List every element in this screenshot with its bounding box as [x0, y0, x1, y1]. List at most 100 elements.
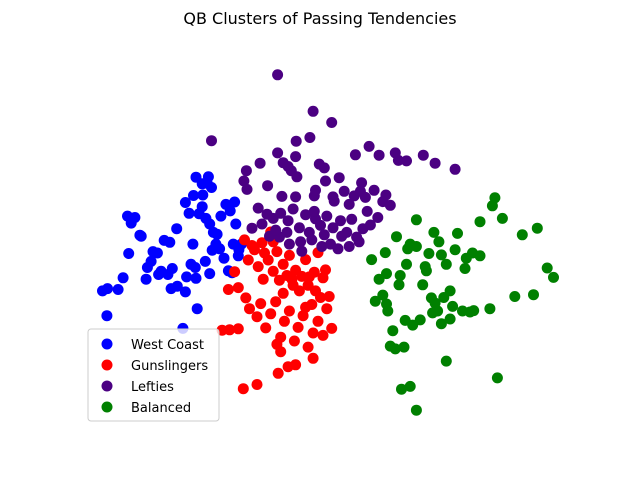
data-point [204, 218, 216, 230]
data-point [246, 222, 258, 234]
data-point [265, 308, 277, 320]
data-point [282, 161, 294, 172]
data-point [363, 140, 375, 152]
data-point [190, 272, 202, 284]
data-point [440, 355, 452, 367]
data-point [272, 69, 284, 81]
data-point [440, 258, 452, 270]
data-point [257, 273, 269, 285]
data-point [321, 303, 333, 315]
legend-frame [87, 328, 220, 422]
data-point [206, 182, 217, 193]
data-point [204, 268, 216, 280]
data-point [222, 284, 234, 295]
data-point [153, 269, 165, 280]
data-point [190, 171, 202, 183]
data-point [460, 252, 472, 264]
data-point [349, 149, 361, 161]
data-point [361, 205, 373, 217]
data-point [307, 327, 319, 339]
data-point [256, 218, 268, 230]
data-point [187, 238, 199, 250]
data-point [101, 310, 113, 322]
data-point [291, 171, 303, 183]
data-point [191, 303, 203, 315]
data-point [496, 212, 508, 224]
data-point [377, 289, 389, 301]
data-point [381, 298, 392, 310]
data-point [343, 241, 355, 252]
data-point [171, 223, 183, 235]
series-3 [366, 192, 559, 416]
data-point [240, 292, 252, 304]
data-point [123, 248, 135, 259]
data-point [323, 291, 335, 302]
data-point [417, 279, 429, 291]
data-point [199, 255, 211, 267]
data-point [255, 298, 267, 310]
legend-marker [101, 401, 113, 413]
data-point [327, 222, 339, 234]
data-point [509, 291, 521, 302]
data-point [316, 241, 328, 252]
data-point [474, 216, 486, 228]
data-point [251, 311, 263, 323]
data-point [290, 151, 302, 163]
data-point [516, 229, 528, 241]
legend: West Coast Gunslingers Lefties Balanced [87, 328, 220, 422]
data-point [260, 322, 272, 334]
data-point [449, 244, 461, 256]
data-point [256, 237, 268, 249]
data-point [373, 149, 385, 161]
data-point [398, 341, 410, 353]
data-point [387, 325, 399, 337]
data-point [318, 162, 330, 174]
data-point [277, 258, 289, 270]
data-point [300, 254, 312, 266]
data-point [165, 283, 177, 295]
data-point [384, 199, 396, 211]
data-point [531, 222, 543, 234]
data-point [425, 292, 437, 304]
chart-title: QB Clusters of Passing Tendencies [183, 9, 456, 28]
data-point [227, 238, 239, 250]
data-point [402, 243, 414, 255]
data-point [232, 323, 244, 335]
data-point [419, 261, 431, 273]
data-point [151, 247, 163, 259]
data-point [141, 262, 153, 273]
data-point [312, 315, 324, 327]
data-point [318, 229, 330, 241]
legend-marker [101, 359, 113, 371]
data-point [188, 190, 199, 201]
data-point [359, 191, 371, 203]
data-point [282, 215, 294, 227]
data-point [295, 236, 307, 248]
data-point [449, 163, 461, 175]
data-point [303, 271, 315, 283]
data-point [241, 183, 253, 195]
data-point [335, 215, 346, 227]
data-point [224, 205, 236, 217]
data-point [328, 195, 340, 207]
data-point [275, 207, 287, 219]
data-point [432, 305, 444, 317]
data-point [229, 266, 241, 278]
data-point [183, 207, 195, 219]
data-point [321, 210, 333, 222]
data-point [410, 404, 422, 416]
data-point [433, 236, 445, 248]
data-point [429, 157, 441, 169]
data-point [307, 105, 319, 117]
data-point [368, 184, 380, 196]
data-point [336, 230, 348, 242]
data-point [310, 184, 321, 196]
data-point [237, 383, 249, 395]
points-layer [97, 69, 559, 416]
data-point [296, 245, 308, 257]
data-point [262, 180, 274, 192]
data-point [286, 273, 298, 285]
data-point [435, 318, 447, 330]
data-point [293, 222, 305, 234]
data-point [548, 271, 559, 283]
